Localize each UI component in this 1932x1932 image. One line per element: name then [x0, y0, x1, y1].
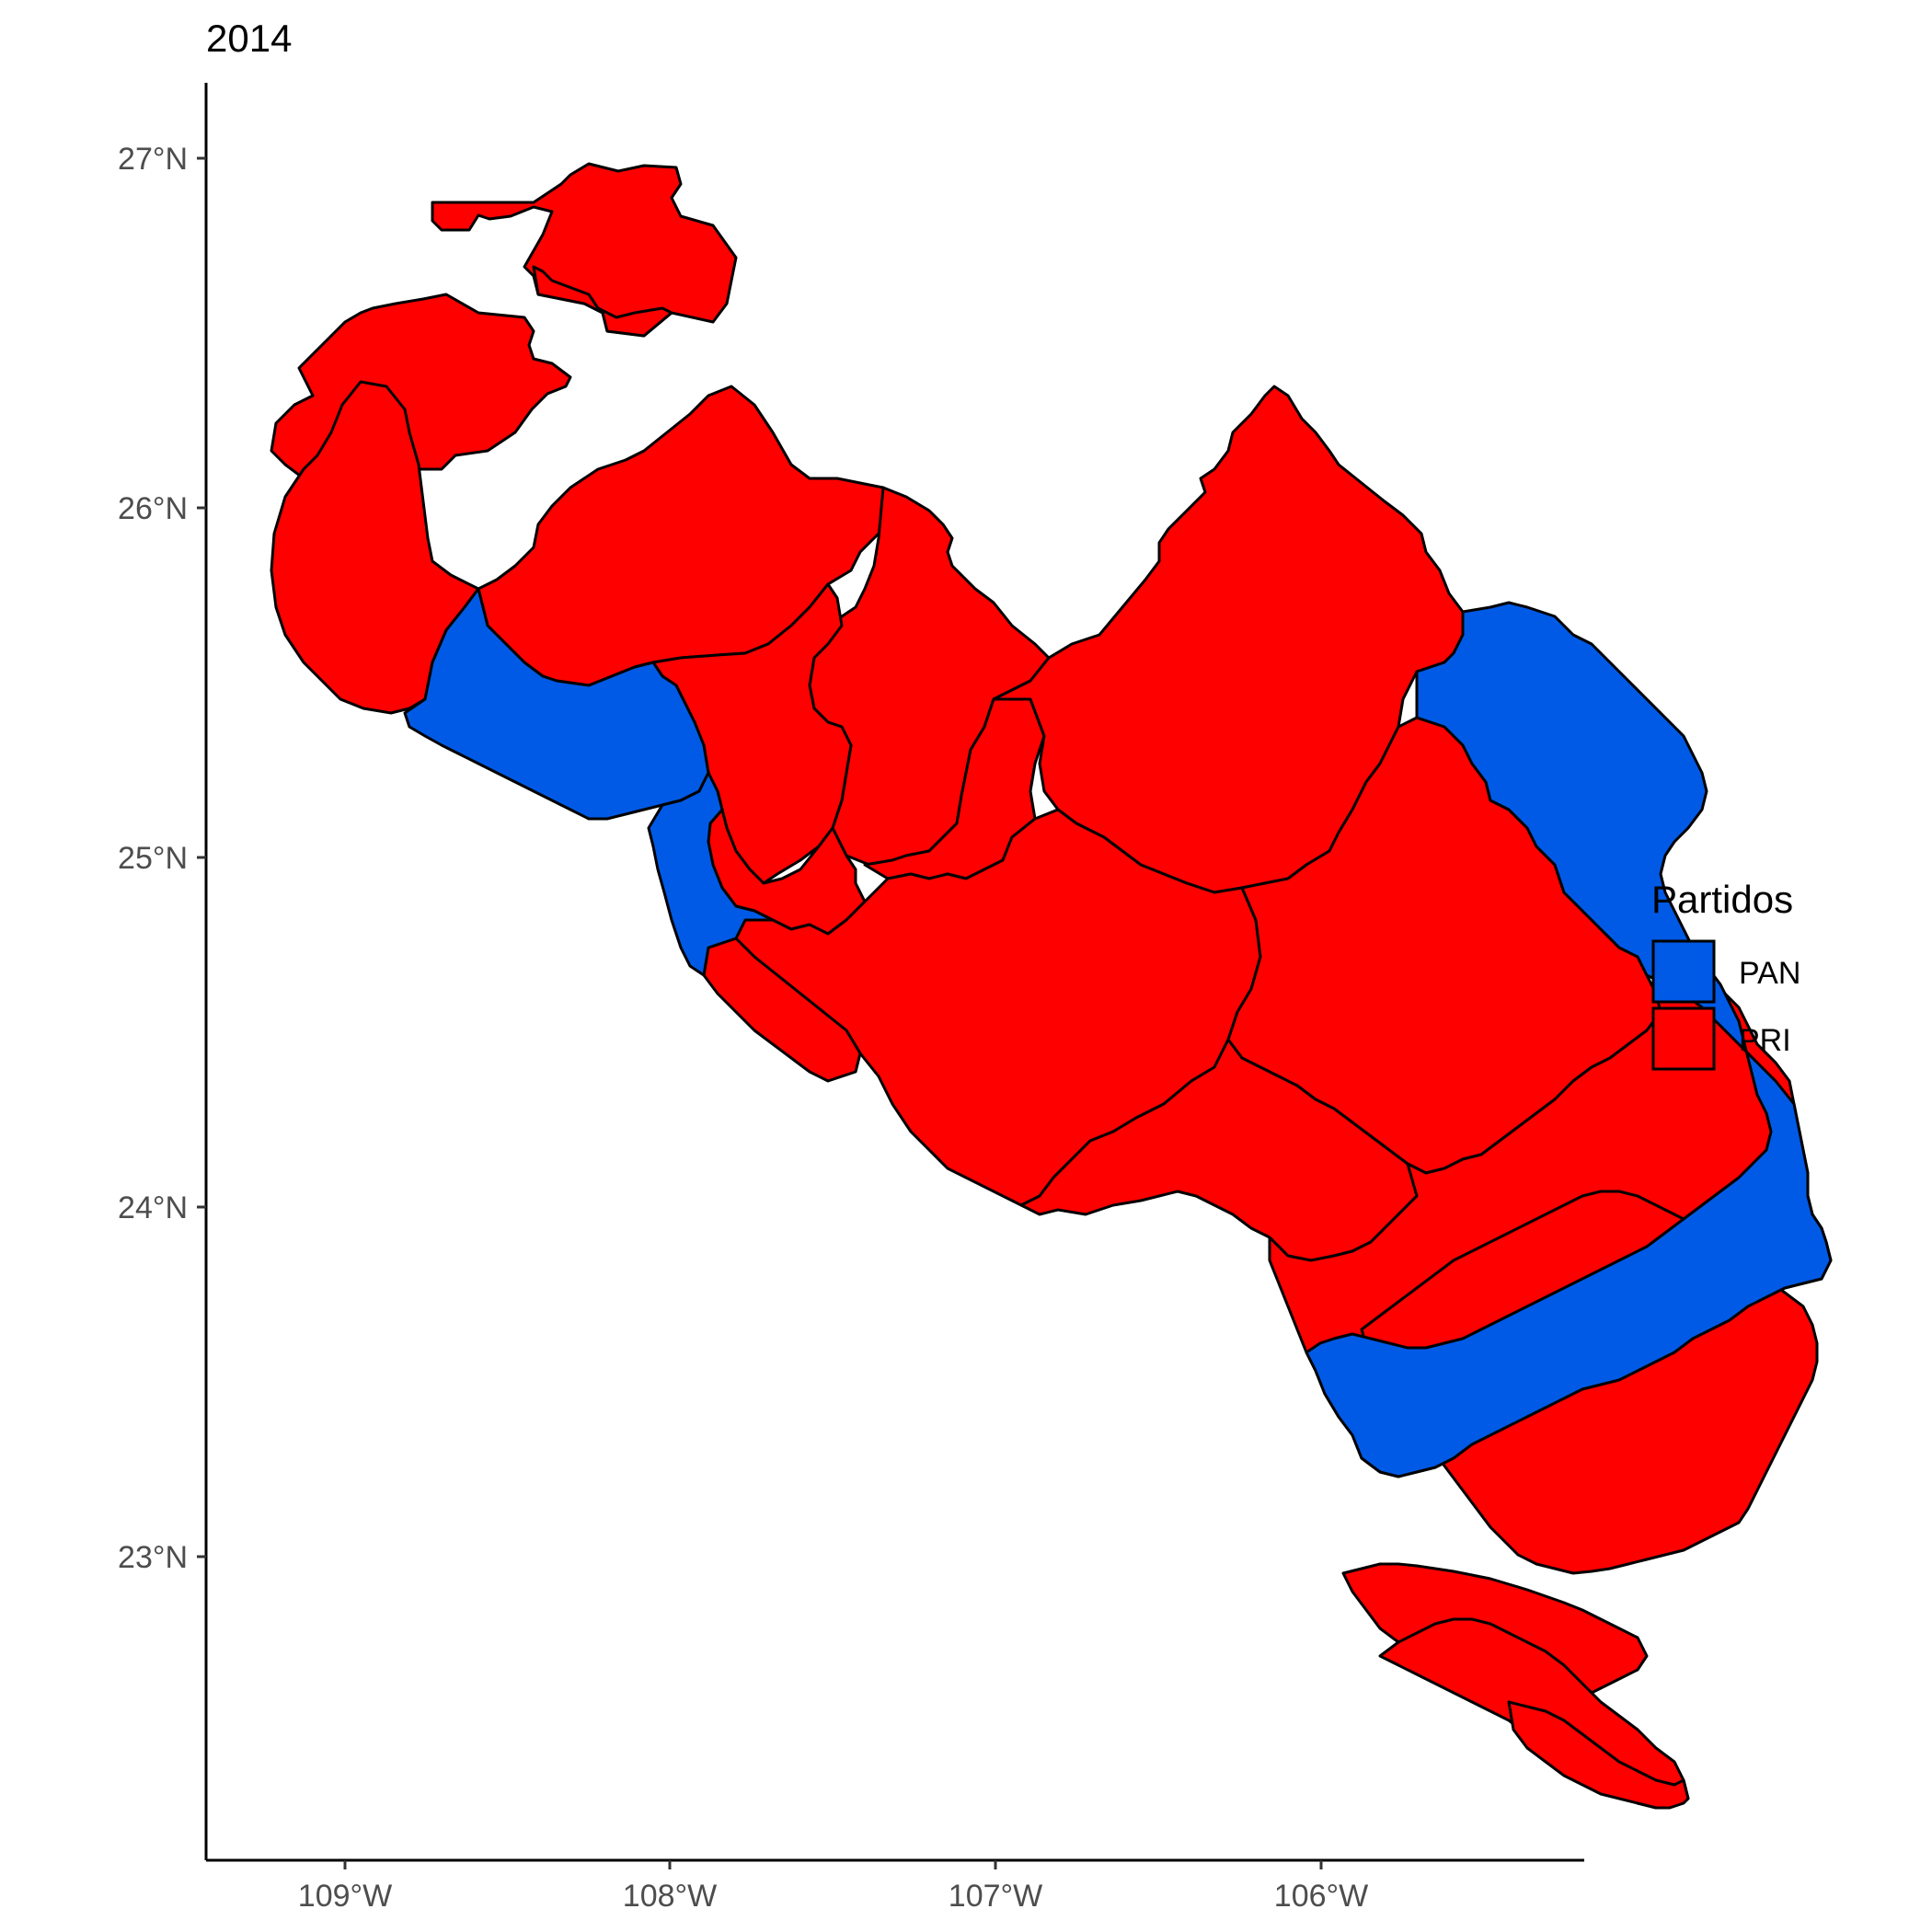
x-tick-label: 106°W — [1274, 1879, 1368, 1914]
y-axis-ticks: 27°N 26°N 25°N 24°N 23°N — [118, 142, 206, 1575]
region-mazatlan — [1305, 601, 1833, 1478]
region-el-fuerte-north — [532, 265, 673, 338]
region-guasave — [403, 587, 710, 821]
y-tick-label: 26°N — [118, 491, 188, 526]
x-tick-label: 107°W — [949, 1879, 1042, 1914]
x-tick-label: 108°W — [623, 1879, 717, 1914]
region-salvador-alvarado — [647, 771, 775, 977]
x-axis-ticks: 109°W 108°W 107°W 106°W — [298, 1860, 1368, 1914]
legend-label-pan: PAN — [1739, 956, 1800, 991]
legend-title: Partidos — [1651, 878, 1793, 921]
region-ahome — [270, 380, 480, 715]
y-tick-label: 23°N — [118, 1540, 188, 1575]
legend-label-pri: PRI — [1739, 1023, 1791, 1058]
legend-key-pan — [1651, 939, 1716, 1004]
region-navolato — [702, 937, 862, 1083]
y-tick-label: 27°N — [118, 142, 188, 177]
map-title: 2014 — [206, 17, 292, 60]
region-escuinapa-south — [1507, 1700, 1690, 1810]
legend-key-pri — [1651, 1006, 1716, 1071]
legend: Partidos PAN PRI — [1651, 878, 1800, 1071]
y-tick-label: 24°N — [118, 1190, 188, 1225]
y-tick-label: 25°N — [118, 841, 188, 876]
map-regions — [270, 162, 1833, 1810]
x-tick-label: 109°W — [298, 1879, 392, 1914]
region-choix — [431, 162, 738, 338]
